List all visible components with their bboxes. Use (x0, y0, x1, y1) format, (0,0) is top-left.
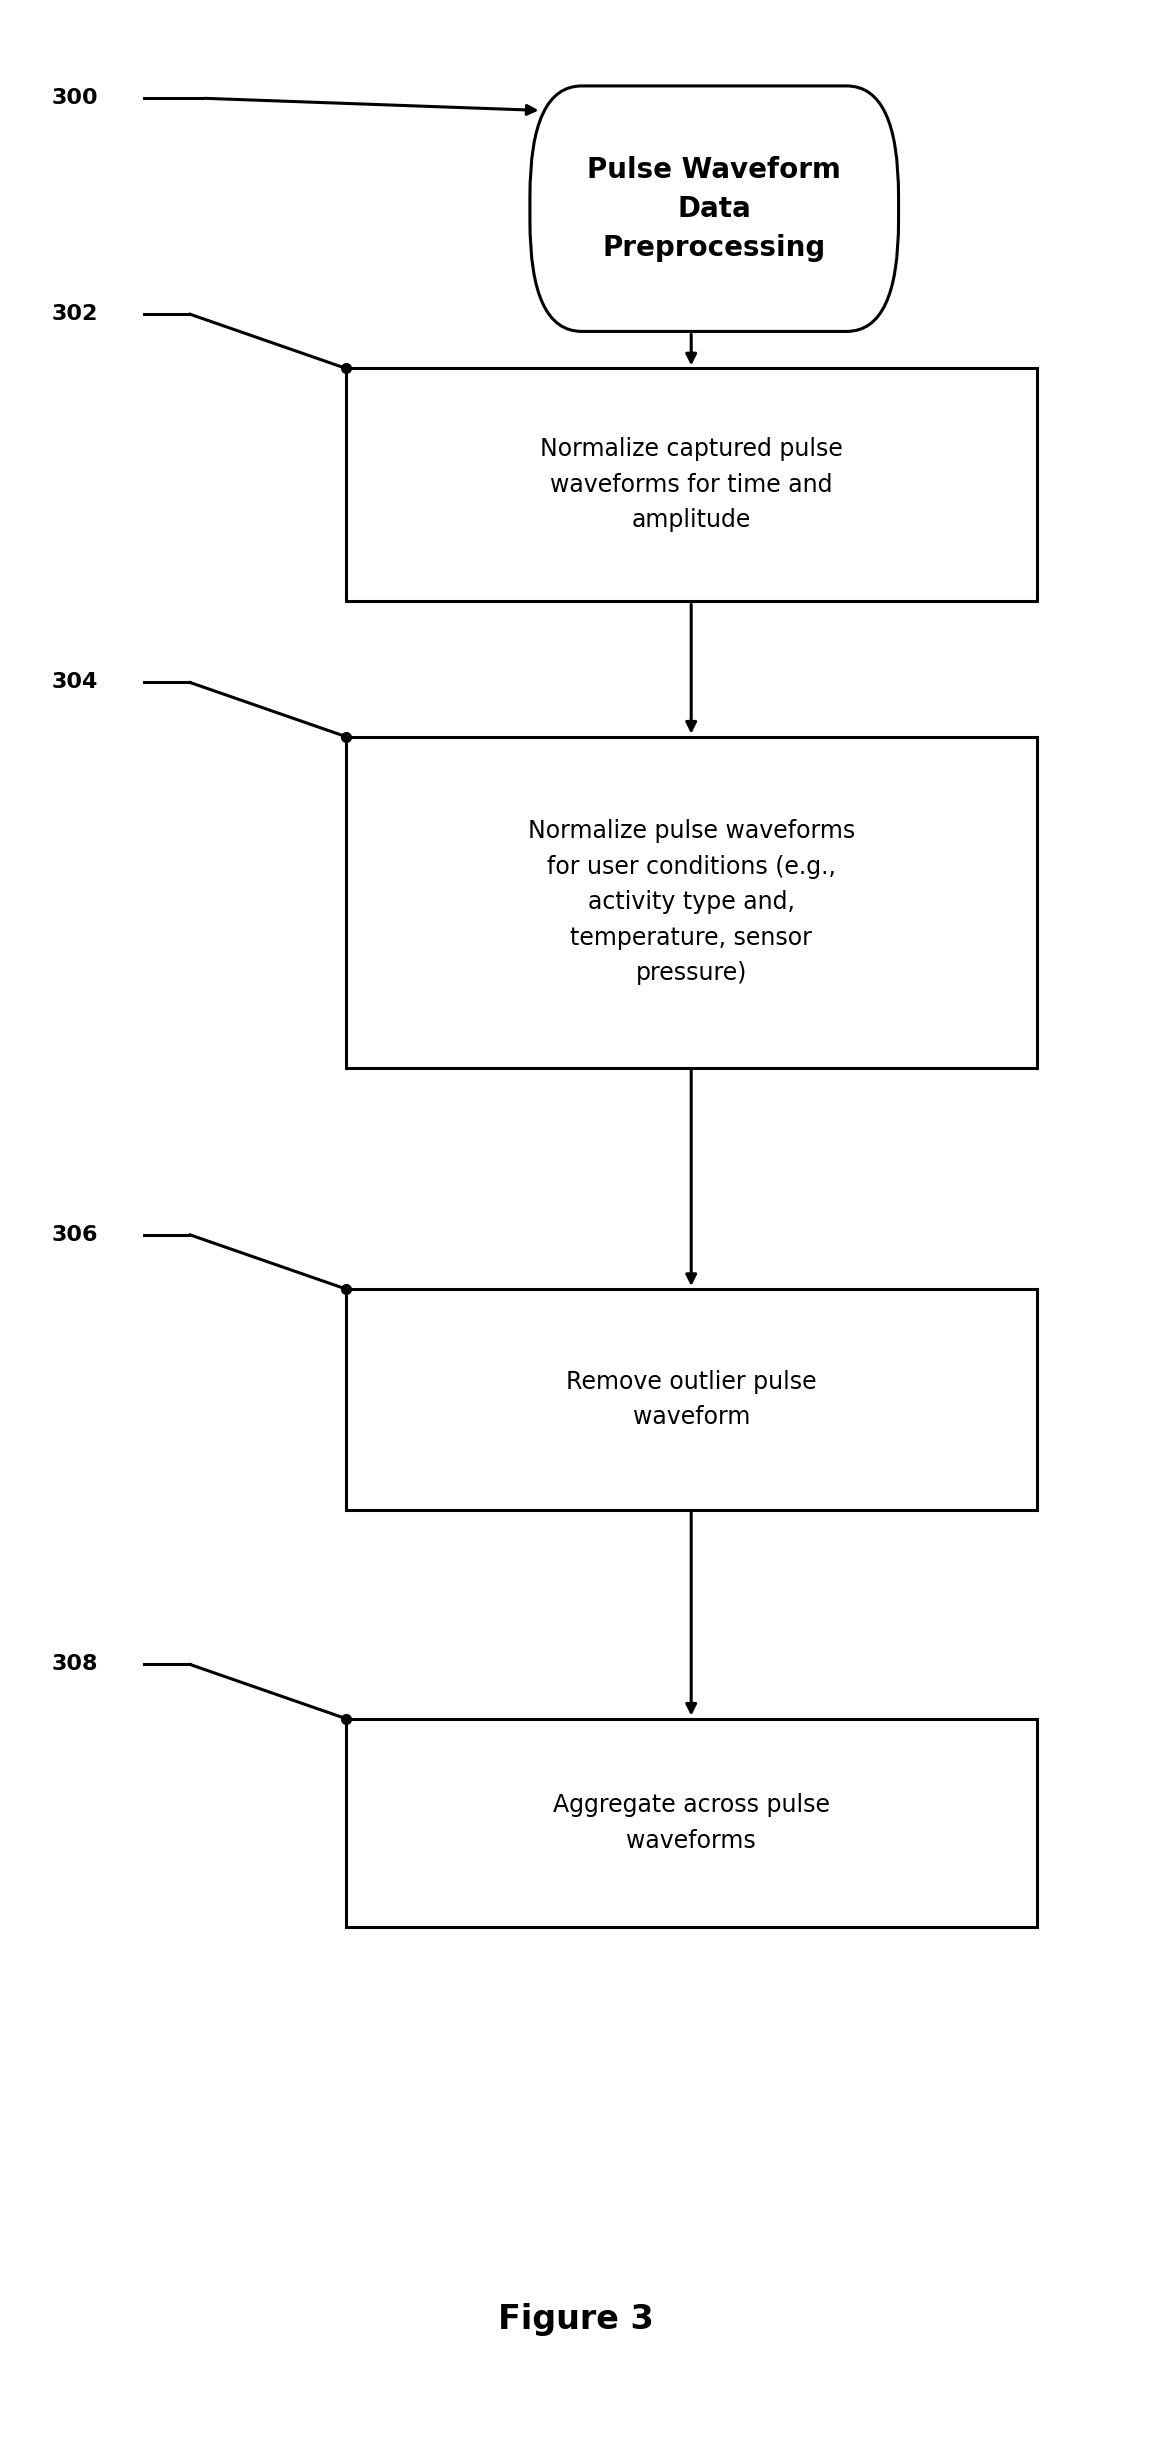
Text: Figure 3: Figure 3 (498, 2303, 654, 2337)
Text: 304: 304 (52, 673, 98, 692)
Text: Aggregate across pulse
waveforms: Aggregate across pulse waveforms (553, 1792, 829, 1854)
FancyBboxPatch shape (530, 86, 899, 331)
Bar (346, 368, 1037, 601)
Bar (346, 1289, 1037, 1510)
Text: 302: 302 (52, 304, 98, 324)
Text: Normalize captured pulse
waveforms for time and
amplitude: Normalize captured pulse waveforms for t… (540, 437, 842, 533)
Bar (346, 736, 1037, 1068)
Text: 306: 306 (52, 1225, 98, 1245)
Text: 300: 300 (52, 88, 98, 108)
Text: Remove outlier pulse
waveform: Remove outlier pulse waveform (566, 1370, 817, 1429)
Bar (346, 1718, 1037, 1927)
Text: Pulse Waveform
Data
Preprocessing: Pulse Waveform Data Preprocessing (588, 155, 841, 263)
Text: Normalize pulse waveforms
for user conditions (e.g.,
activity type and,
temperat: Normalize pulse waveforms for user condi… (528, 820, 855, 984)
Text: 308: 308 (52, 1655, 98, 1674)
